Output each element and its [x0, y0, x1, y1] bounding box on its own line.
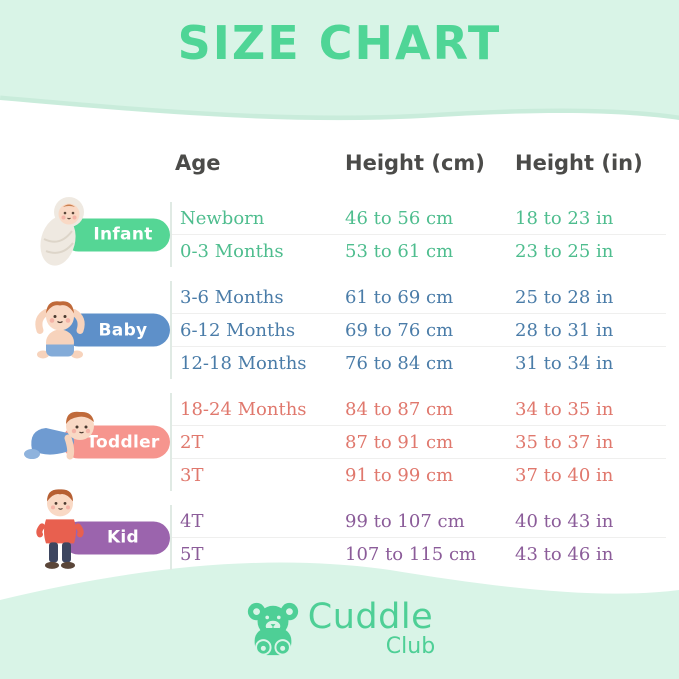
teddy-bear-icon	[247, 602, 298, 656]
cell-height-cm: 87 to 91 cm	[345, 431, 454, 453]
swaddled-baby-illustration	[40, 196, 84, 266]
group-label-zone: Toddler	[18, 393, 170, 491]
cell-age: 3T	[180, 464, 204, 486]
cell-age: 18-24 Months	[180, 398, 307, 420]
cell-height-in: 23 to 25 in	[515, 240, 614, 262]
column-header-height-cm: Height (cm)	[345, 151, 485, 175]
cell-age: 12-18 Months	[180, 352, 307, 374]
table-row: 3T 91 to 99 cm 37 to 40 in	[172, 458, 666, 491]
page-title: SIZE CHART	[177, 16, 502, 70]
group-pill-label: Kid	[106, 527, 140, 548]
cell-height-cm: 53 to 61 cm	[345, 240, 454, 262]
cell-height-in: 43 to 46 in	[515, 543, 614, 565]
column-header-height-in: Height (in)	[515, 151, 643, 175]
cell-height-cm: 69 to 76 cm	[345, 319, 454, 341]
group-kid: Kid 4T 99 to 107 cm 40 to 43 in 5T 107 t…	[18, 488, 666, 570]
cell-height-cm: 107 to 115 cm	[345, 543, 477, 565]
cell-age: 3-6 Months	[180, 286, 284, 308]
group-infant: Infant Newborn 46 to 56 cm 18 to 23 in 0…	[18, 196, 666, 267]
table-row: 18-24 Months 84 to 87 cm 34 to 35 in	[172, 393, 666, 425]
table-row: 0-3 Months 53 to 61 cm 23 to 25 in	[172, 234, 666, 267]
cell-height-in: 35 to 37 in	[515, 431, 614, 453]
cell-height-in: 31 to 34 in	[515, 352, 614, 374]
brand-subname: Club	[385, 634, 436, 659]
group-pill-label: Baby	[98, 320, 148, 340]
cell-height-in: 37 to 40 in	[515, 464, 614, 486]
cell-height-in: 18 to 23 in	[515, 207, 614, 229]
cell-height-in: 28 to 31 in	[515, 319, 614, 341]
sitting-baby-illustration	[35, 301, 85, 359]
group-label-zone: Infant	[18, 196, 170, 267]
size-table: Age Height (cm) Height (in)	[18, 146, 666, 584]
group-rows: Newborn 46 to 56 cm 18 to 23 in 0-3 Mont…	[170, 202, 666, 267]
cell-age: Newborn	[180, 207, 265, 229]
table-row: 12-18 Months 76 to 84 cm 31 to 34 in	[172, 346, 666, 379]
cell-height-cm: 76 to 84 cm	[345, 352, 454, 374]
table-row: 5T 107 to 115 cm 43 to 46 in	[172, 537, 666, 570]
cell-height-in: 40 to 43 in	[515, 510, 614, 532]
group-toddler: Toddler 18-24 Months 84 to 87 cm 34 to 3…	[18, 393, 666, 491]
group-label-zone: Baby	[18, 281, 170, 379]
group-pill-toddler: Toddler	[62, 425, 170, 459]
group-label-zone: Kid	[18, 488, 170, 570]
cell-height-cm: 46 to 56 cm	[345, 207, 454, 229]
cell-height-cm: 99 to 107 cm	[345, 510, 465, 532]
table-row: 4T 99 to 107 cm 40 to 43 in	[172, 505, 666, 537]
table-row: 6-12 Months 69 to 76 cm 28 to 31 in	[172, 313, 666, 346]
group-baby: Baby 3-6 Months 61 to 69 cm 25 to 28 in …	[18, 281, 666, 379]
table-row: 2T 87 to 91 cm 35 to 37 in	[172, 425, 666, 458]
cell-height-cm: 84 to 87 cm	[345, 398, 454, 420]
group-pill-infant: Infant	[62, 218, 170, 251]
column-header-age: Age	[175, 151, 221, 175]
table-row: 3-6 Months 61 to 69 cm 25 to 28 in	[172, 281, 666, 313]
cell-age: 4T	[180, 510, 204, 532]
cell-height-cm: 91 to 99 cm	[345, 464, 454, 486]
cell-height-in: 25 to 28 in	[515, 286, 614, 308]
group-pill-label: Toddler	[86, 432, 160, 452]
brand-wordmark: Cuddle Club	[308, 600, 435, 658]
cell-age: 2T	[180, 431, 204, 453]
cell-age: 5T	[180, 543, 204, 565]
group-rows: 18-24 Months 84 to 87 cm 34 to 35 in 2T …	[170, 393, 666, 491]
group-rows: 4T 99 to 107 cm 40 to 43 in 5T 107 to 11…	[170, 505, 666, 570]
white-card-wave	[0, 100, 679, 600]
table-row: Newborn 46 to 56 cm 18 to 23 in	[172, 202, 666, 234]
table-header-row: Age Height (cm) Height (in)	[18, 146, 666, 180]
cell-age: 6-12 Months	[180, 319, 296, 341]
standing-kid-illustration	[36, 488, 84, 569]
group-rows: 3-6 Months 61 to 69 cm 25 to 28 in 6-12 …	[170, 281, 666, 379]
cell-age: 0-3 Months	[180, 240, 284, 262]
group-pill-label: Infant	[93, 224, 153, 245]
brand-footer: Cuddle Club	[0, 600, 679, 658]
crawling-toddler-illustration	[24, 411, 94, 460]
cell-height-cm: 61 to 69 cm	[345, 286, 454, 308]
brand-name: Cuddle	[307, 597, 434, 637]
cell-height-in: 34 to 35 in	[515, 398, 614, 420]
